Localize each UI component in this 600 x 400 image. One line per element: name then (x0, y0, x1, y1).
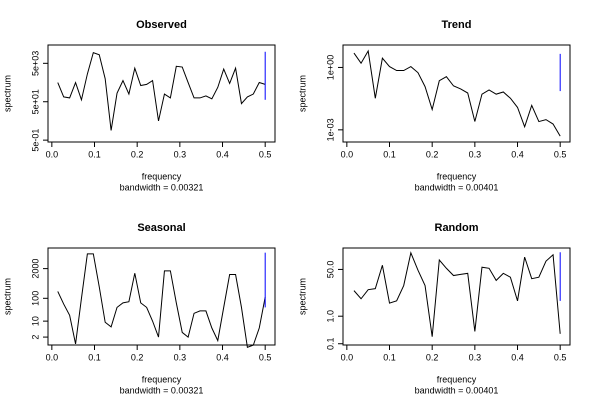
panel-title: Observed (136, 19, 187, 31)
x-tick-label: 0.5 (259, 149, 272, 159)
x-tick-label: 0.0 (46, 352, 59, 362)
x-tick-label: 0.0 (341, 149, 354, 159)
plot-box (342, 44, 571, 143)
spectrum-line (353, 49, 561, 137)
x-tick-label: 0.4 (216, 352, 229, 362)
x-tick-label: 0.5 (259, 352, 272, 362)
y-tick-label: 2000 (30, 259, 40, 279)
x-tick-label: 0.4 (511, 149, 524, 159)
plot-box (47, 44, 276, 143)
x-tick-label: 0.2 (426, 149, 439, 159)
x-axis-label: frequency (437, 171, 477, 181)
panel-title: Random (435, 222, 479, 234)
x-tick-label: 0.2 (131, 149, 144, 159)
bandwidth-label: bandwidth = 0.00321 (120, 385, 204, 395)
x-tick-label: 0.1 (88, 352, 101, 362)
x-axis-label: frequency (142, 171, 182, 181)
spectrum-line (57, 51, 266, 131)
x-tick-label: 0.2 (426, 352, 439, 362)
y-tick-label: 0.1 (325, 337, 335, 350)
x-tick-label: 0.1 (383, 352, 396, 362)
plot-box (342, 247, 571, 346)
y-tick-label: 1e-03 (325, 118, 335, 141)
y-axis-label: spectrum (297, 278, 307, 315)
x-axis-label: frequency (142, 374, 182, 384)
panel-title: Seasonal (137, 222, 185, 234)
x-tick-label: 0.1 (88, 149, 101, 159)
y-axis-label: spectrum (2, 278, 12, 315)
x-tick-label: 0.0 (46, 149, 59, 159)
y-tick-label: 1.0 (325, 310, 335, 323)
y-tick-label: 5e+01 (30, 89, 40, 114)
x-tick-label: 0.4 (216, 149, 229, 159)
x-tick-label: 0.1 (383, 149, 396, 159)
bandwidth-label: bandwidth = 0.00401 (415, 385, 499, 395)
y-axis-label: spectrum (2, 75, 12, 112)
plot-box (47, 247, 276, 346)
x-tick-label: 0.3 (469, 149, 482, 159)
y-tick-label: 5e-01 (30, 129, 40, 152)
panel-title: Trend (442, 19, 472, 31)
x-tick-label: 0.3 (174, 352, 187, 362)
x-axis-label: frequency (437, 374, 477, 384)
x-tick-label: 0.4 (511, 352, 524, 362)
y-tick-label: 100 (30, 291, 40, 306)
spectrum-line (353, 251, 561, 337)
x-tick-label: 0.5 (554, 149, 567, 159)
y-tick-label: 2 (30, 335, 40, 340)
x-tick-label: 0.3 (174, 149, 187, 159)
x-tick-label: 0.2 (131, 352, 144, 362)
y-tick-label: 10 (30, 316, 40, 326)
x-tick-label: 0.5 (554, 352, 567, 362)
y-axis-label: spectrum (297, 75, 307, 112)
y-tick-label: 50.0 (325, 261, 335, 279)
y-tick-label: 1e+00 (325, 55, 335, 80)
bandwidth-label: bandwidth = 0.00321 (120, 182, 204, 192)
bandwidth-label: bandwidth = 0.00401 (415, 182, 499, 192)
y-tick-label: 5e+03 (30, 51, 40, 76)
x-tick-label: 0.0 (341, 352, 354, 362)
spectrum-line (57, 253, 266, 349)
x-tick-label: 0.3 (469, 352, 482, 362)
